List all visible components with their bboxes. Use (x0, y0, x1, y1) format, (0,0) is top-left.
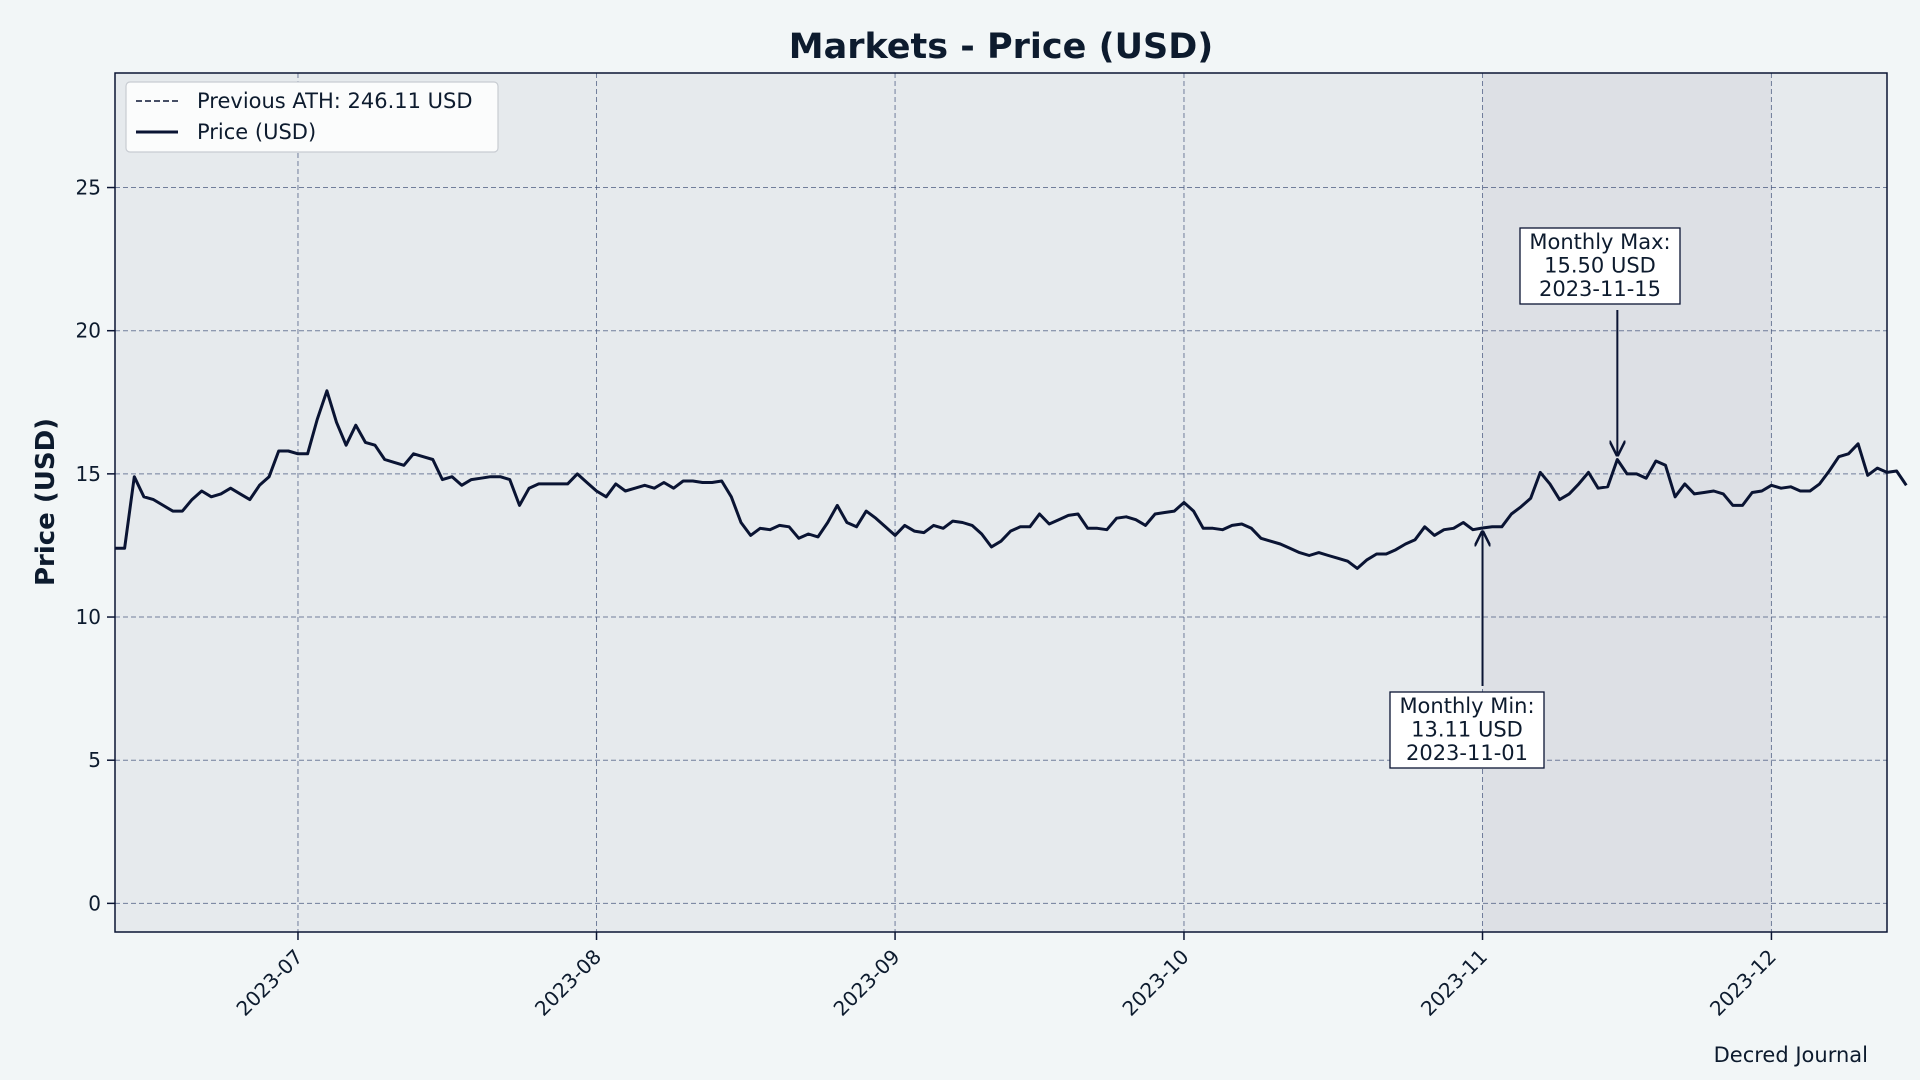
x-tick-label: 2023-11 (1416, 945, 1492, 1021)
y-axis: 0 5 10 15 20 25 (76, 176, 115, 915)
annotation-box (1519, 227, 1681, 305)
legend-label: Price (USD) (197, 120, 316, 144)
x-tick-label: 2023-08 (530, 945, 606, 1021)
annotation-line: Monthly Min: (1399, 694, 1534, 718)
grid-lines (115, 73, 1887, 932)
legend-box (125, 81, 499, 153)
legend-label: Previous ATH: 246.11 USD (197, 89, 473, 113)
x-tick-label: 2023-10 (1117, 945, 1193, 1021)
annotation-box (1389, 691, 1545, 769)
y-tick-label: 20 (76, 319, 101, 343)
annotation-line: Monthly Max: (1529, 230, 1670, 254)
chart-title: Markets - Price (USD) (789, 27, 1214, 67)
series-group (115, 389, 1908, 570)
x-tick-label: 2023-12 (1705, 945, 1781, 1021)
y-axis-title: Price (USD) (31, 418, 61, 586)
legend: Previous ATH: 246.11 USD Price (USD) (125, 81, 499, 153)
highlight-band (1482, 73, 1772, 932)
price-line (115, 389, 1908, 570)
annotation-line: 13.11 USD (1411, 718, 1523, 742)
plot-frame (114, 72, 1888, 933)
y-tick-label: 5 (88, 748, 101, 772)
y-tick-label: 10 (76, 605, 101, 629)
annotation-line: 15.50 USD (1544, 254, 1656, 278)
credit-text: Decred Journal (1714, 1043, 1868, 1067)
y-tick-label: 15 (76, 462, 101, 486)
x-axis: 2023-07 2023-08 2023-09 2023-10 2023-11 2023-… (231, 932, 1781, 1021)
annotation-line: 2023-11-01 (1406, 741, 1528, 765)
annotation-line: 2023-11-15 (1539, 277, 1661, 301)
x-tick-label: 2023-09 (829, 945, 905, 1021)
y-tick-label: 25 (76, 176, 101, 200)
x-tick-label: 2023-07 (231, 945, 307, 1021)
y-tick-label: 0 (88, 891, 101, 915)
